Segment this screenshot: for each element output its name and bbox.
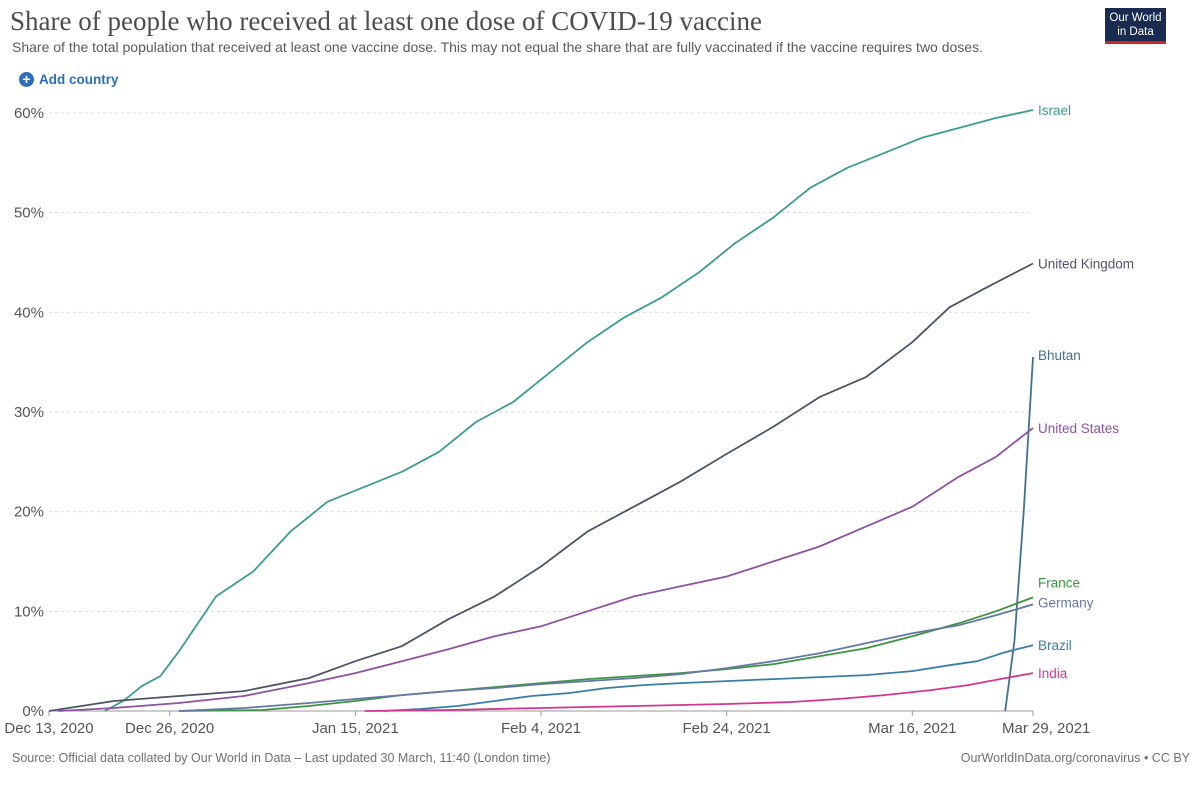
series-line-united-states[interactable]	[58, 427, 1034, 712]
x-tick-label: Mar 29, 2021	[1002, 720, 1090, 737]
y-tick-label: 20%	[14, 504, 44, 521]
credit-link[interactable]: OurWorldInData.org/coronavirus • CC BY	[960, 751, 1190, 765]
series-line-israel[interactable]	[104, 109, 1034, 712]
series-line-bhutan[interactable]	[1004, 357, 1034, 712]
y-tick-label: 40%	[14, 304, 44, 321]
chart-title: Share of people who received at least on…	[10, 6, 762, 36]
add-country-label: Add country	[39, 72, 119, 87]
chart-subtitle: Share of the total population that recei…	[12, 39, 983, 55]
y-tick-label: 30%	[14, 404, 44, 421]
series-line-united-kingdom[interactable]	[48, 262, 1034, 712]
series-line-germany[interactable]	[178, 603, 1034, 712]
x-tick-label: Jan 15, 2021	[312, 720, 399, 737]
series-label-united-kingdom[interactable]: United Kingdom	[1038, 256, 1134, 271]
series-label-germany[interactable]: Germany	[1038, 595, 1094, 610]
series-label-united-states[interactable]: United States	[1038, 421, 1119, 436]
series-label-brazil[interactable]: Brazil	[1038, 638, 1072, 653]
y-tick-label: 0%	[22, 703, 44, 720]
owid-logo[interactable]: Our World in Data	[1105, 8, 1166, 44]
series-label-india[interactable]: India	[1038, 666, 1068, 681]
series-line-india[interactable]	[364, 672, 1034, 712]
plus-circle-icon: +	[19, 72, 34, 87]
x-tick-label: Dec 13, 2020	[4, 720, 93, 737]
series-label-bhutan[interactable]: Bhutan	[1038, 348, 1081, 363]
x-tick-label: Feb 4, 2021	[501, 720, 581, 737]
add-country-button[interactable]: + Add country	[19, 72, 119, 87]
logo-line-2: in Data	[1117, 26, 1154, 38]
y-tick-label: 60%	[14, 105, 44, 122]
logo-line-1: Our World	[1109, 12, 1162, 24]
series-line-france[interactable]	[178, 596, 1034, 712]
series-label-israel[interactable]: Israel	[1038, 103, 1071, 118]
series-label-france[interactable]: France	[1038, 575, 1080, 590]
x-tick-label: Dec 26, 2020	[125, 720, 214, 737]
y-tick-label: 50%	[14, 205, 44, 222]
x-tick-label: Feb 24, 2021	[682, 720, 770, 737]
x-tick-label: Mar 16, 2021	[868, 720, 956, 737]
series-line-brazil[interactable]	[383, 644, 1034, 712]
source-note: Source: Official data collated by Our Wo…	[12, 751, 551, 765]
y-tick-label: 10%	[14, 603, 44, 620]
